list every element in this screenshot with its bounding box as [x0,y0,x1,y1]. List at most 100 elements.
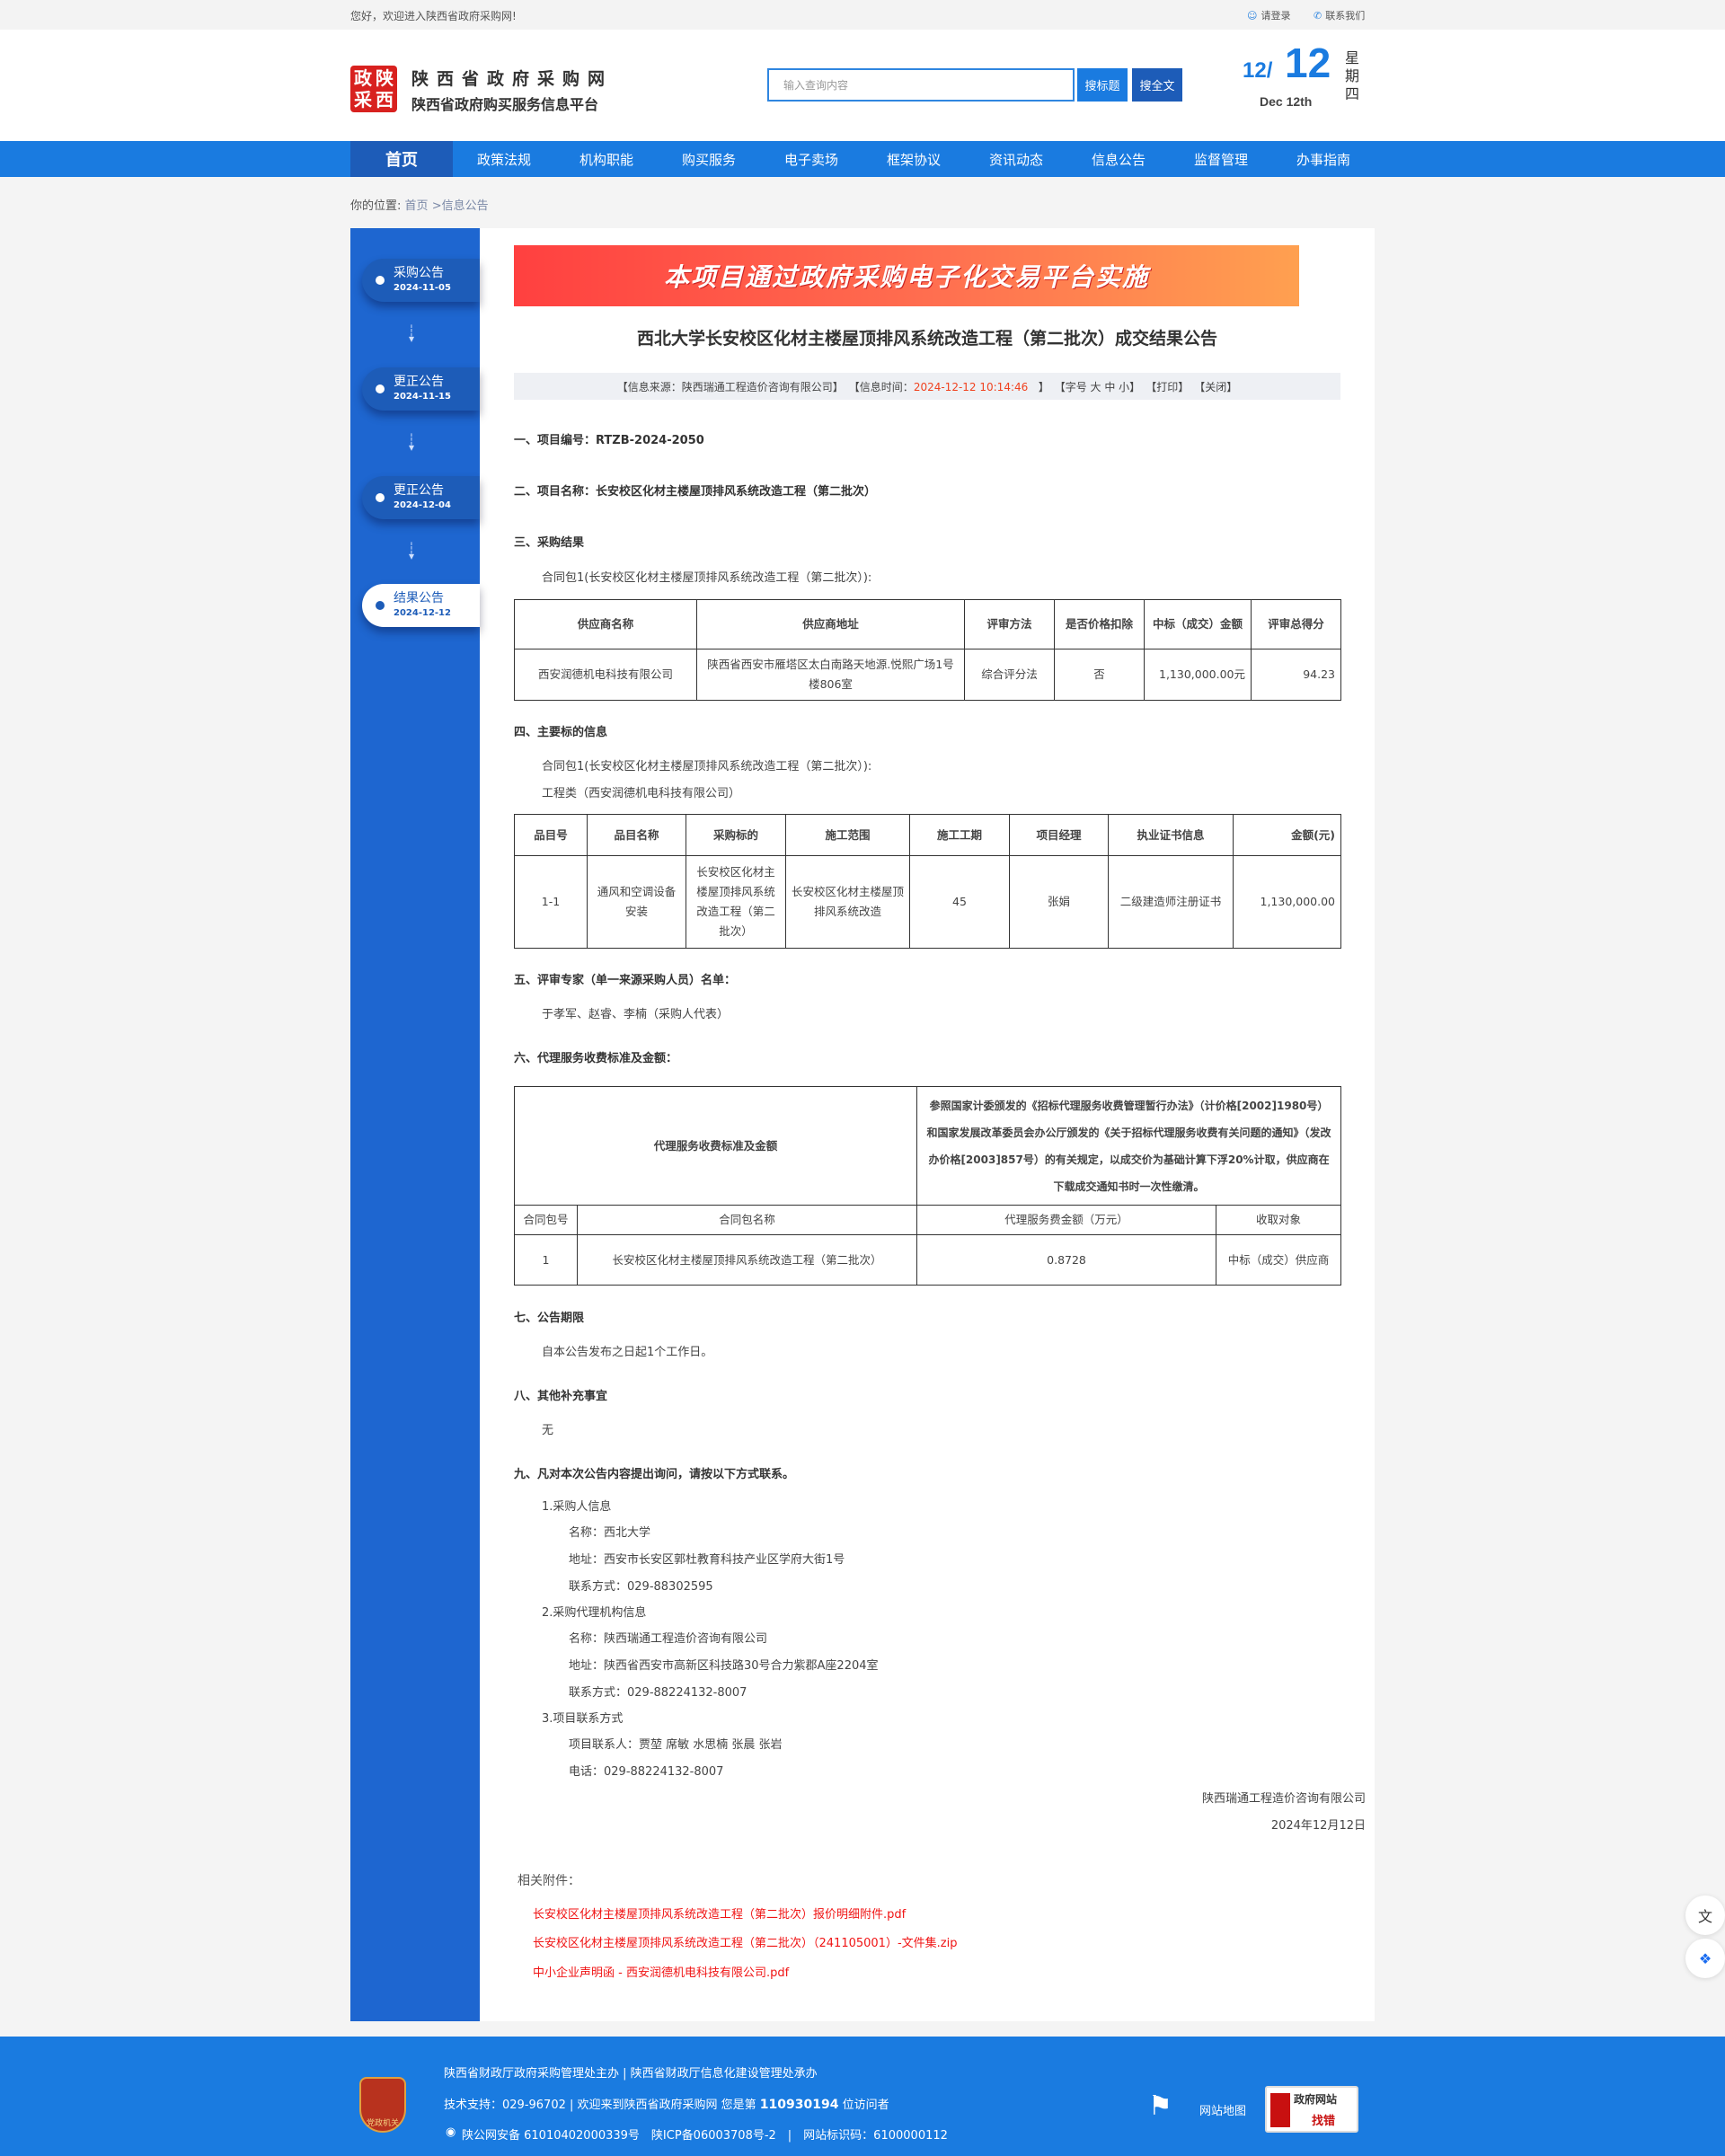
close-button[interactable]: 【关闭】 [1194,380,1238,393]
timeline-item-purchase[interactable]: 采购公告 2024-11-05 [362,259,480,302]
site-subtitle: 陕西省政府购买服务信息平台 [411,96,599,113]
attachment-link[interactable]: 长安校区化材主楼屋顶排风系统改造工程（第二批次）报价明细附件.pdf [533,1908,907,1922]
contact-link[interactable]: ✆ 联系我们 [1314,8,1365,22]
buyer-address: 地址：西安市长安区郭杜教育科技产业区学府大街1号 [569,1553,845,1567]
info-source: 【信息来源：陕西瑞通工程造价咨询有限公司】 [616,380,844,393]
visits-suffix: 位访问者 [838,2099,889,2112]
nav-policy[interactable]: 政策法规 [476,151,531,168]
site-logo[interactable]: 政陕采西 [350,66,397,112]
logo-char: 政 [354,67,372,89]
table-header: 评审总得分 [1251,599,1341,649]
map-icon[interactable]: ⚑ [1148,2090,1172,2122]
logo-char: 陕 [376,67,394,89]
footer: 党政机关 陕西省财政厅政府采购管理处主办 | 陕西省财政厅信息化建设管理处承办 … [0,2037,1725,2156]
nav-news[interactable]: 资讯动态 [988,151,1043,168]
nav-framework[interactable]: 框架协议 [886,151,941,168]
experts-list: 于孝军、赵睿、李楠（采购人代表） [542,1008,730,1021]
table-header: 评审方法 [964,599,1055,649]
party-gov-badge[interactable]: 党政机关 [359,2077,406,2133]
table-header: 合同包名称 [576,1205,918,1235]
table-header: 收取对象 [1216,1205,1342,1235]
dot-icon [376,276,385,285]
table-header: 项目经理 [1009,814,1109,856]
police-icon: ◉ [446,2125,456,2139]
table-cell: 1-1 [514,855,588,949]
table-header: 供应商名称 [514,599,697,649]
nav-institution[interactable]: 机构职能 [579,151,633,168]
footer-icp: 陕公网安备 61010402000339号 陕ICP备06003708号-2 |… [462,2129,948,2143]
signature-date: 2024年12月12日 [1270,1819,1366,1833]
timeline-title: 更正公告 [394,483,444,498]
table-cell: 1,130,000.00元 [1144,649,1252,701]
attachment-link[interactable]: 中小企业声明函 - 西安润德机电科技有限公司.pdf [533,1966,790,1980]
nav-supervision[interactable]: 监督管理 [1193,151,1248,168]
table-cell: 1,130,000.00 [1233,855,1341,949]
jiucuo-bottom: 找错 [1312,2115,1336,2128]
arrow-down-icon: ┆ ▾ [408,433,415,454]
table-cell: 1 [514,1234,578,1286]
timeline-title: 结果公告 [394,591,444,605]
timeline-date: 2024-11-15 [394,392,451,402]
timeline-item-result[interactable]: 结果公告 2024-12-12 [362,584,480,627]
visits-prefix: 技术支持：029-96702 | 欢迎来到陕西省政府采购网 您是第 [444,2099,760,2112]
timeline-title: 采购公告 [394,266,444,280]
date-day: 12 [1285,40,1331,86]
nav-announcements[interactable]: 信息公告 [1091,151,1146,168]
other-text: 无 [542,1424,554,1437]
search-fulltext-button[interactable]: 搜全文 [1132,68,1182,102]
timeline-date: 2024-12-12 [394,608,451,618]
table-header: 代理服务费金额（万元） [916,1205,1217,1235]
section-project-number: 一、项目编号：RTZB-2024-2050 [514,434,704,447]
jiucuo-top: 政府网站 [1294,2093,1338,2106]
table-header: 品目号 [514,814,588,856]
network-icon[interactable]: ❖ [1685,1939,1725,1978]
project-contacts: 项目联系人：贾堃 席敏 水思楠 张晨 张岩 [569,1738,783,1752]
nav-home[interactable]: 首页 [350,141,453,177]
attachment-link[interactable]: 长安校区化材主楼屋顶排风系统改造工程（第二批次）（241105001）-文件集.… [533,1937,958,1950]
result-table: 供应商名称 供应商地址 评审方法 是否价格扣除 中标（成交）金额 评审总得分 西安润德机电… [514,599,1341,701]
translate-icon[interactable]: 文 [1685,1895,1725,1935]
logo-char: 西 [376,89,394,110]
package-label: 合同包1(长安校区化材主楼屋顶排风系统改造工程（第二批次）): [542,571,872,585]
nav-guide[interactable]: 办事指南 [1296,151,1350,168]
section-agency-fee-heading: 六、代理服务收费标准及金额： [514,1052,678,1065]
weekday: 星期四 [1345,49,1360,102]
timeline-item-correction[interactable]: 更正公告 2024-12-04 [362,476,480,519]
sitemap-link[interactable]: 网站地图 [1199,2105,1247,2118]
breadcrumb-current[interactable]: >信息公告 [431,199,489,213]
table-cell: 45 [909,855,1010,949]
gov-site-error-button[interactable]: 政府网站 找错 [1265,2086,1358,2133]
nav-purchase-service[interactable]: 购买服务 [681,151,736,168]
magnifier-icon [1270,2093,1290,2127]
platform-banner: 本项目通过政府采购电子化交易平台实施 [514,245,1299,306]
buyer-phone: 联系方式：029-88302595 [569,1580,713,1594]
visitor-count: 110930194 [759,2098,839,2112]
timeline-item-correction[interactable]: 更正公告 2024-11-15 [362,367,480,411]
search-input[interactable]: 输入查询内容 [767,68,1075,102]
search-title-button[interactable]: 搜标题 [1077,68,1128,102]
print-button[interactable]: 【打印】 [1146,380,1190,393]
fee-label: 代理服务收费标准及金额 [513,1086,918,1206]
section-other-heading: 八、其他补充事宜 [514,1390,608,1403]
nav-emall[interactable]: 电子卖场 [783,151,838,168]
table-cell: 陕西省西安市雁塔区太白南路天地源.悦熙广场1号楼806室 [696,649,965,701]
table-header: 施工范围 [785,814,910,856]
footer-sponsor: 陕西省财政厅政府采购管理处主办 | 陕西省财政厅信息化建设管理处承办 [444,2067,818,2081]
date-english: Dec 12th [1260,94,1313,109]
date-month: 12/ [1243,58,1273,83]
table-cell: 中标（成交）供应商 [1216,1234,1342,1286]
fee-description: 参照国家计委颁发的《招标代理服务收费管理暂行办法》（计价格[2002]1980号… [916,1086,1342,1206]
login-link[interactable]: ☺ 请登录 [1247,8,1290,22]
phone-icon: ✆ [1314,9,1322,22]
user-icon: ☺ [1247,9,1258,22]
section-experts-heading: 五、评审专家（单一来源采购人员）名单： [514,974,737,987]
font-size-control[interactable]: 【字号 大 中 小】 [1054,380,1141,393]
breadcrumb-home[interactable]: 首页 [404,199,429,213]
table-cell: 二级建造师注册证书 [1108,855,1234,949]
arrow-down-icon: ┆ ▾ [408,542,415,562]
welcome-text: 您好，欢迎进入陕西省政府采购网! [350,10,517,22]
table-header: 执业证书信息 [1108,814,1234,856]
arrow-down-icon: ┆ ▾ [408,324,415,345]
table-header: 供应商地址 [696,599,965,649]
contact-label: 联系我们 [1325,10,1366,22]
